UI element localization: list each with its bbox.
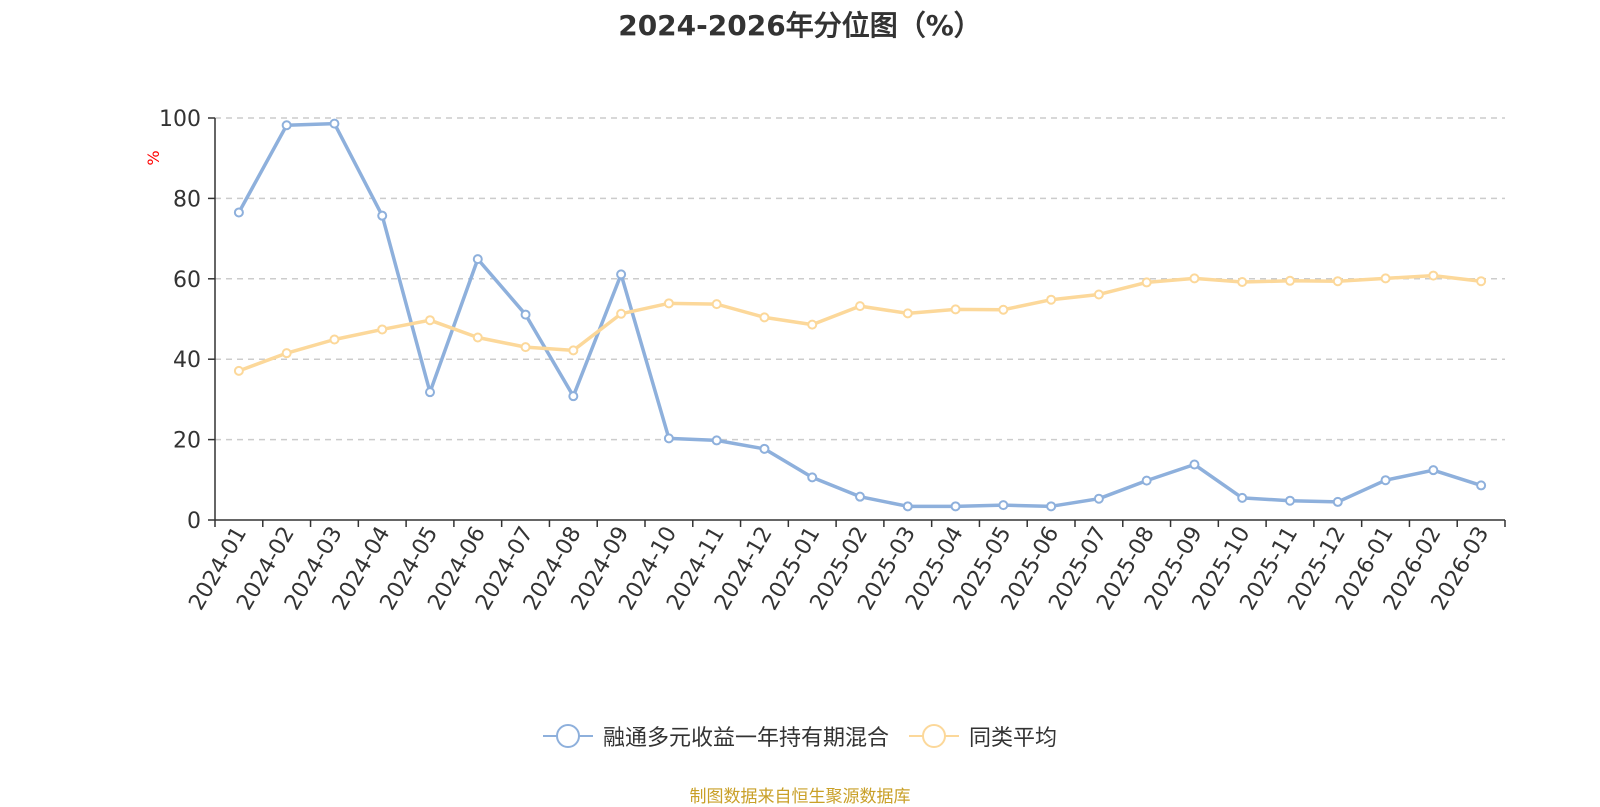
data-point [233, 365, 244, 376]
chart-title: 2024-2026年分位图（%） [618, 9, 982, 42]
data-point [711, 435, 722, 446]
data-point [1189, 273, 1200, 284]
data-point [998, 304, 1009, 315]
legend: 融通多元收益一年持有期混合 同类平均 [0, 720, 1600, 752]
source-note: 制图数据来自恒生聚源数据库 [689, 787, 911, 807]
y-tick-label: 60 [173, 268, 201, 293]
data-point [1428, 465, 1439, 476]
data-point [807, 319, 818, 330]
data-point [377, 210, 388, 221]
data-point [1237, 492, 1248, 503]
data-point [329, 118, 340, 129]
legend-label: 融通多元收益一年持有期混合 [602, 726, 889, 751]
data-point [377, 324, 388, 335]
data-point [1093, 289, 1104, 300]
legend-symbol-icon [542, 724, 593, 748]
data-point [1476, 276, 1487, 287]
data-point [1428, 270, 1439, 281]
data-point [1189, 459, 1200, 470]
series-lines [233, 118, 1487, 512]
data-point [759, 443, 770, 454]
data-point [902, 501, 913, 512]
data-point [663, 298, 674, 309]
data-point [1332, 496, 1343, 507]
legend-item[interactable]: 同类平均 [909, 720, 1057, 752]
data-point [950, 501, 961, 512]
data-point [1332, 276, 1343, 287]
data-point [902, 308, 913, 319]
data-point [807, 472, 818, 483]
legend-label: 同类平均 [969, 726, 1058, 751]
data-point [568, 345, 579, 356]
data-point [1141, 277, 1152, 288]
data-point [855, 301, 865, 312]
data-point [425, 315, 435, 326]
data-point [663, 433, 674, 444]
data-point [1285, 275, 1295, 286]
data-point [1046, 294, 1057, 305]
data-point [1380, 273, 1391, 284]
y-tick-label: 0 [187, 509, 201, 534]
data-point [1476, 480, 1487, 491]
data-point [472, 254, 483, 265]
data-point [855, 491, 865, 502]
data-point [1141, 475, 1152, 486]
y-tick-label: 100 [159, 107, 201, 132]
data-point [711, 299, 722, 310]
data-point [1237, 277, 1248, 288]
legend-symbol-icon [909, 724, 959, 748]
data-point [616, 269, 627, 280]
data-point [1046, 501, 1057, 512]
data-point [425, 387, 435, 398]
data-point [472, 332, 483, 343]
y-tick-label: 40 [173, 348, 201, 373]
data-point [1285, 495, 1295, 506]
data-point [759, 312, 770, 323]
data-point [1093, 493, 1104, 504]
data-point [281, 348, 292, 359]
data-point [520, 309, 531, 320]
data-point [568, 391, 579, 402]
legend-item[interactable]: 融通多元收益一年持有期混合 [542, 720, 889, 752]
data-point [998, 500, 1009, 511]
series-line [238, 273, 1482, 373]
axes: 020406080100%2024-012024-022024-032024-0… [144, 107, 1506, 615]
y-axis-label: % [144, 150, 163, 165]
data-point [950, 304, 961, 315]
y-tick-label: 20 [173, 429, 201, 454]
data-point [233, 207, 244, 218]
data-point [520, 342, 531, 353]
data-point [1380, 475, 1391, 486]
data-point [616, 308, 627, 319]
data-point [329, 334, 340, 345]
gridlines [215, 117, 1505, 441]
series-line [237, 121, 1482, 509]
data-point [281, 120, 292, 131]
y-tick-label: 80 [173, 187, 201, 212]
